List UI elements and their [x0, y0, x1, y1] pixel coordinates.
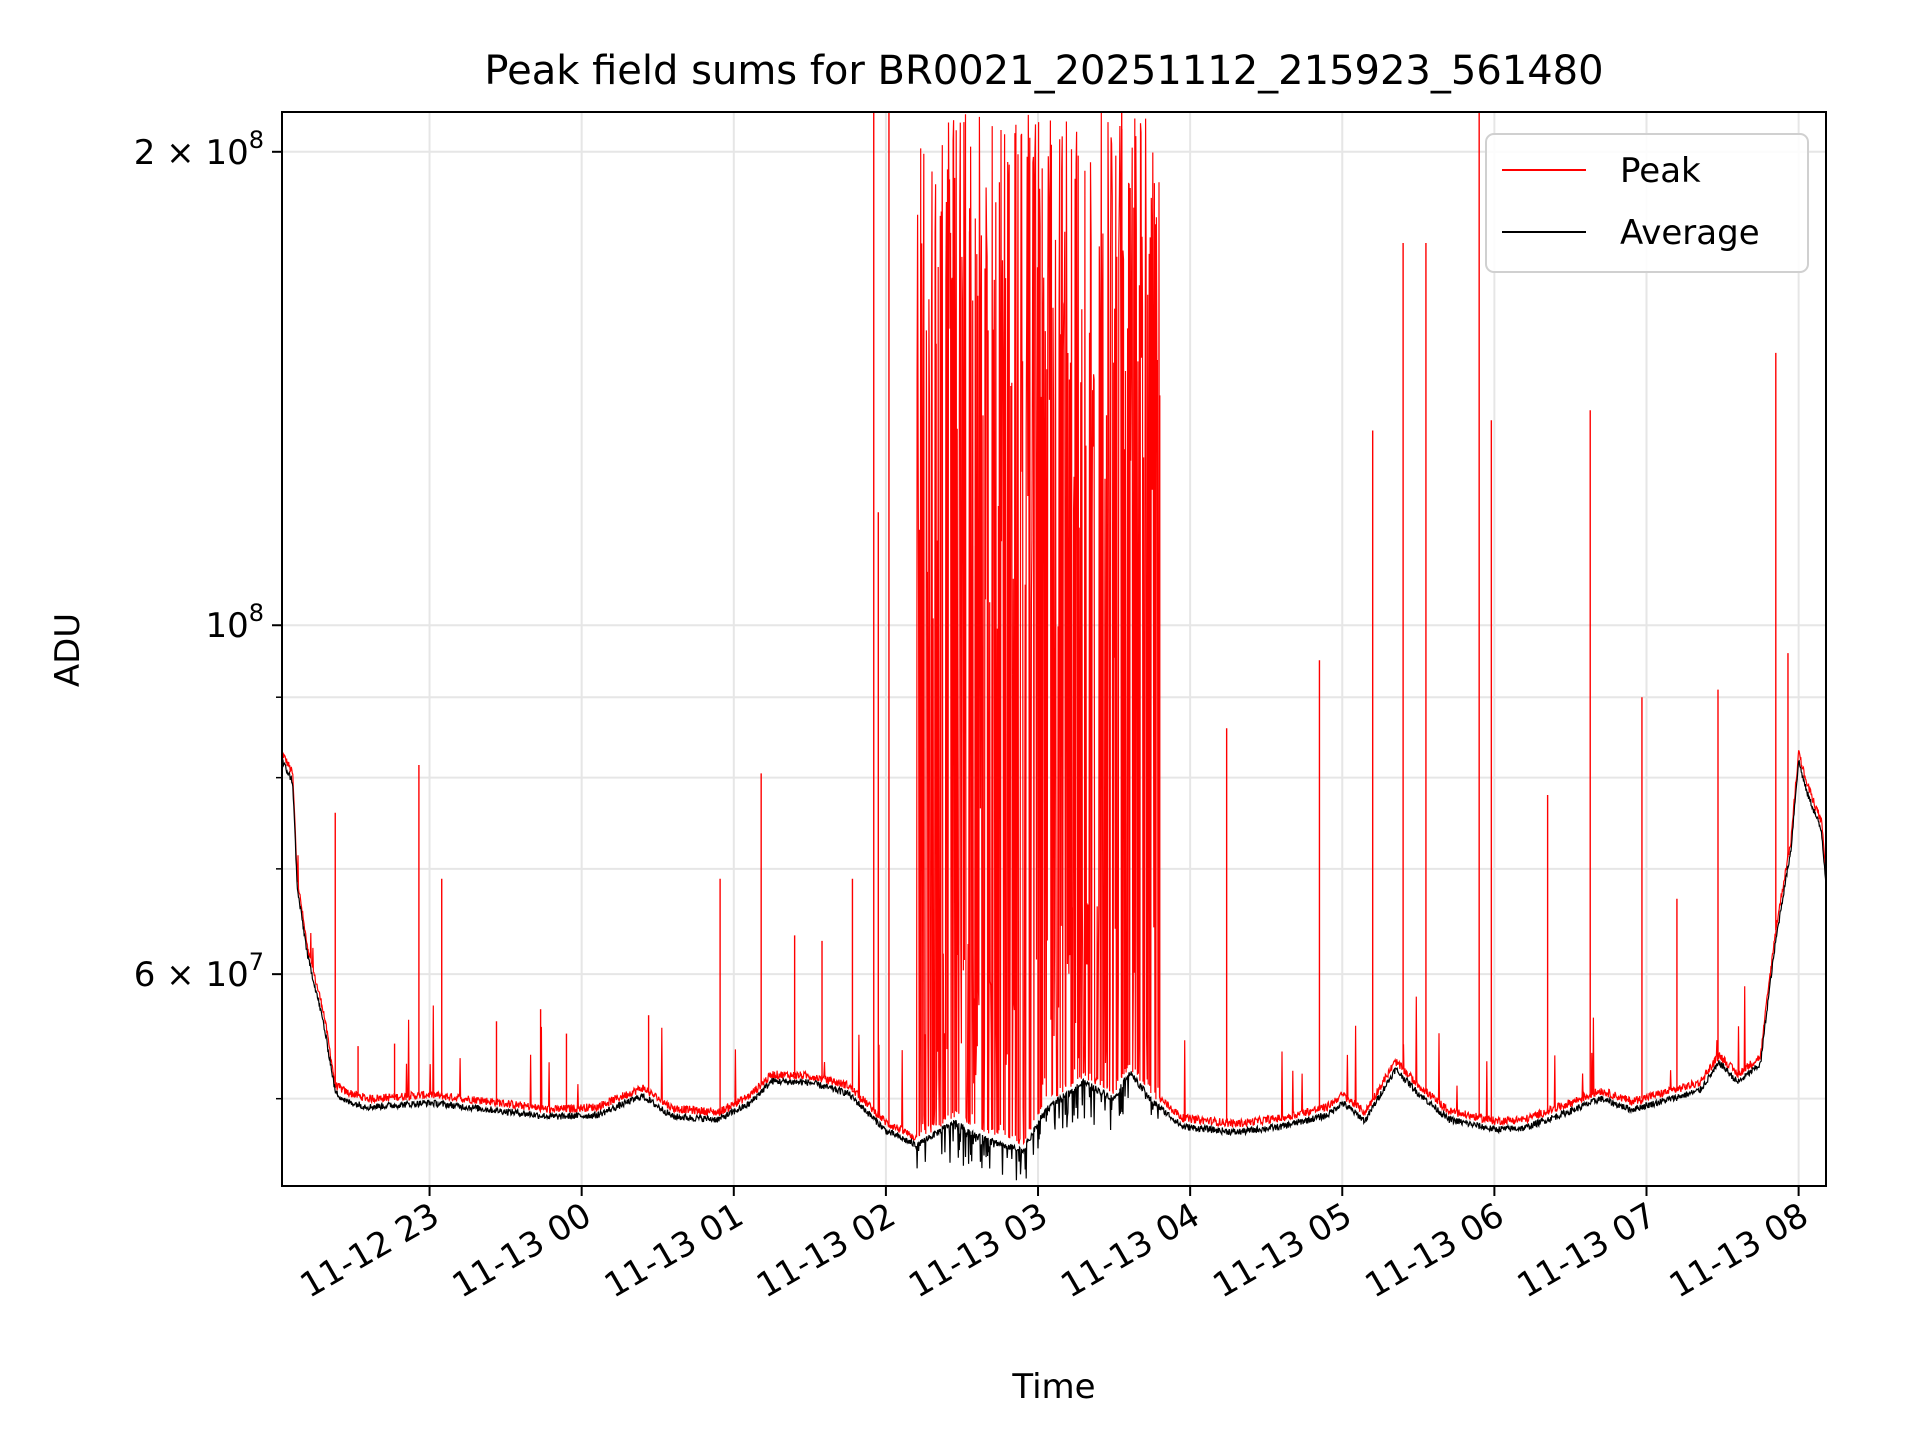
y-tick-label: 108 [205, 599, 264, 646]
series-peak-line [282, 112, 1826, 1146]
chart-title: Peak field sums for BR0021_20251112_2159… [484, 48, 1603, 94]
legend: Peak Average [1485, 133, 1809, 273]
y-tick-label: 2 × 108 [134, 126, 264, 173]
y-axis: 6 × 107 108 2 × 108 [134, 126, 282, 1100]
legend-box [1485, 133, 1809, 273]
legend-average-label: Average [1620, 213, 1760, 253]
y-tick-label: 6 × 107 [134, 948, 264, 995]
y-axis-label: ADU [48, 613, 88, 687]
plot-frame [281, 111, 1827, 1187]
series-average-line [282, 759, 1826, 1181]
x-axis-label: Time [1011, 1367, 1095, 1407]
series-layer [282, 112, 1826, 1181]
legend-peak-label: Peak [1620, 151, 1701, 191]
